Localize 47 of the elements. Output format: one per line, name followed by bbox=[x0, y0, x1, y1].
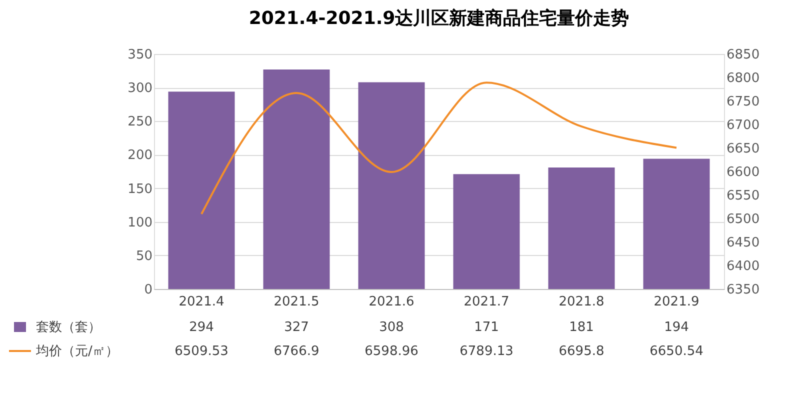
y2-tick-label: 6700 bbox=[726, 118, 760, 133]
x-tick-label: 2021.4 bbox=[178, 294, 224, 310]
bar bbox=[643, 158, 710, 289]
y-tick-label: 250 bbox=[128, 114, 152, 130]
y2-tick-label: 6400 bbox=[726, 259, 760, 274]
data-label: 327 bbox=[284, 320, 309, 335]
line-series bbox=[200, 82, 678, 216]
y-tick-label: 100 bbox=[128, 215, 152, 230]
legend-label: 套数（套） bbox=[36, 320, 101, 335]
y2-tick-label: 6750 bbox=[726, 94, 760, 110]
data-label: 6650.54 bbox=[650, 344, 704, 359]
data-label: 171 bbox=[474, 320, 499, 335]
data-label: 6598.96 bbox=[364, 344, 418, 359]
data-label: 194 bbox=[664, 320, 689, 335]
y-tick-label: 150 bbox=[128, 182, 152, 197]
bar bbox=[168, 92, 235, 289]
bar bbox=[548, 167, 615, 289]
x-tick-label: 2021.9 bbox=[654, 294, 700, 310]
y2-tick-label: 6350 bbox=[726, 282, 760, 298]
data-label: 6695.8 bbox=[558, 344, 604, 359]
y2-tick-label: 6800 bbox=[726, 71, 760, 86]
data-label: 181 bbox=[569, 320, 594, 335]
y-tick-label: 50 bbox=[136, 248, 152, 264]
y2-tick-label: 6500 bbox=[726, 212, 760, 227]
data-label: 308 bbox=[379, 320, 404, 335]
y-tick-label: 350 bbox=[128, 48, 152, 62]
x-tick-label: 2021.6 bbox=[368, 294, 414, 310]
y2-tick-label: 6600 bbox=[726, 165, 760, 180]
data-label: 6509.53 bbox=[174, 344, 228, 359]
y2-tick-label: 6850 bbox=[726, 48, 760, 62]
bar bbox=[263, 69, 330, 289]
data-label: 294 bbox=[189, 320, 214, 335]
chart-title: 2021.4-2021.9达川区新建商品住宅量价走势 bbox=[248, 8, 630, 29]
y2-tick-label: 6650 bbox=[726, 142, 760, 156]
y2-tick-label: 6550 bbox=[726, 188, 760, 204]
legend-label: 均价（元/㎡） bbox=[35, 344, 118, 359]
data-label: 6766.9 bbox=[274, 344, 320, 359]
y2-tick-label: 6450 bbox=[726, 236, 760, 250]
x-tick-label: 2021.8 bbox=[558, 294, 604, 310]
x-tick-label: 2021.5 bbox=[274, 294, 320, 310]
x-tick-label: 2021.7 bbox=[464, 294, 510, 310]
y-tick-label: 200 bbox=[128, 148, 152, 164]
y-tick-label: 300 bbox=[128, 81, 152, 96]
y-tick-label: 0 bbox=[144, 282, 152, 298]
bar bbox=[358, 82, 425, 289]
bar bbox=[453, 174, 520, 289]
data-label: 6789.13 bbox=[460, 344, 514, 359]
